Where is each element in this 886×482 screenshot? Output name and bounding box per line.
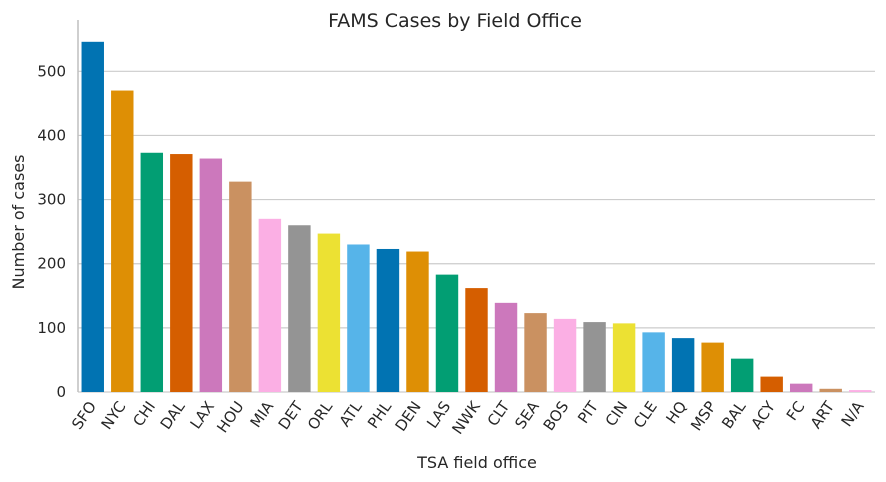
bar-na [849, 390, 872, 392]
y-tick-label: 500 [37, 62, 66, 80]
x-tick-label: HQ [662, 398, 690, 427]
x-tick-label: ACY [747, 397, 779, 432]
x-tick-label: SFO [68, 398, 100, 433]
x-tick-label: CIN [602, 398, 632, 430]
bar-nyc [111, 90, 134, 392]
x-axis-label: TSA field office [416, 453, 537, 472]
x-tick-label: NYC [98, 398, 130, 433]
x-tick-label: HOU [213, 398, 247, 436]
x-tick-label: ORL [304, 397, 337, 433]
y-axis-label: Number of cases [9, 155, 28, 290]
bar-nwk [465, 288, 488, 392]
x-tick-label: ART [807, 397, 839, 432]
bar-las [435, 274, 459, 392]
bars [81, 41, 872, 393]
x-tick-label: CLE [630, 398, 661, 432]
y-tick-label: 400 [37, 126, 66, 144]
bar-den [406, 251, 429, 392]
bar-atl [347, 244, 370, 392]
bar-bal [730, 358, 754, 392]
bar-cin [612, 323, 636, 392]
bar-hou [229, 181, 252, 392]
bar-sfo [81, 41, 104, 393]
bar-clt [494, 302, 518, 392]
x-tick-label: DAL [157, 397, 189, 432]
x-tick-label: MSP [687, 398, 720, 434]
bar-cle [642, 332, 665, 392]
x-tick-label: FC [783, 398, 809, 424]
x-tick-label: CHI [129, 398, 159, 430]
x-tick-label: N/A [838, 397, 868, 430]
x-tick-label: NWK [448, 397, 484, 438]
bar-hq [671, 338, 695, 392]
bar-sea [524, 313, 547, 392]
bar-dal [170, 154, 193, 392]
y-tick-label: 0 [56, 383, 66, 401]
x-tick-label: MIA [247, 397, 278, 431]
bar-mia [258, 218, 282, 392]
y-tick-label: 300 [37, 191, 66, 209]
x-tick-label: SEA [511, 397, 543, 432]
x-tick-label: DET [275, 397, 308, 433]
x-tick-label: CLT [484, 397, 514, 429]
bar-chi [140, 152, 164, 392]
x-tick-label: DEN [391, 398, 424, 435]
bar-orl [317, 233, 341, 392]
bar-msp [701, 342, 724, 392]
x-tick-label: PIT [574, 397, 602, 427]
bar-acy [760, 376, 783, 392]
bar-art [819, 388, 842, 392]
x-tick-label: BOS [540, 398, 573, 434]
x-tick-label: BAL [718, 397, 750, 432]
x-tick-label: PHL [364, 397, 396, 431]
bar-bos [553, 318, 577, 392]
y-tick-label: 200 [37, 255, 66, 273]
chart-title: FAMS Cases by Field Office [328, 10, 582, 32]
bar-lax [199, 158, 223, 392]
bar-phl [376, 248, 400, 392]
bar-pit [583, 322, 606, 392]
y-tick-labels: 0 100 200 300 400 500 [37, 62, 66, 401]
y-tick-label: 100 [37, 319, 66, 337]
x-tick-label: ATL [336, 397, 366, 430]
bar-fc [789, 383, 813, 392]
bar-det [288, 225, 311, 392]
